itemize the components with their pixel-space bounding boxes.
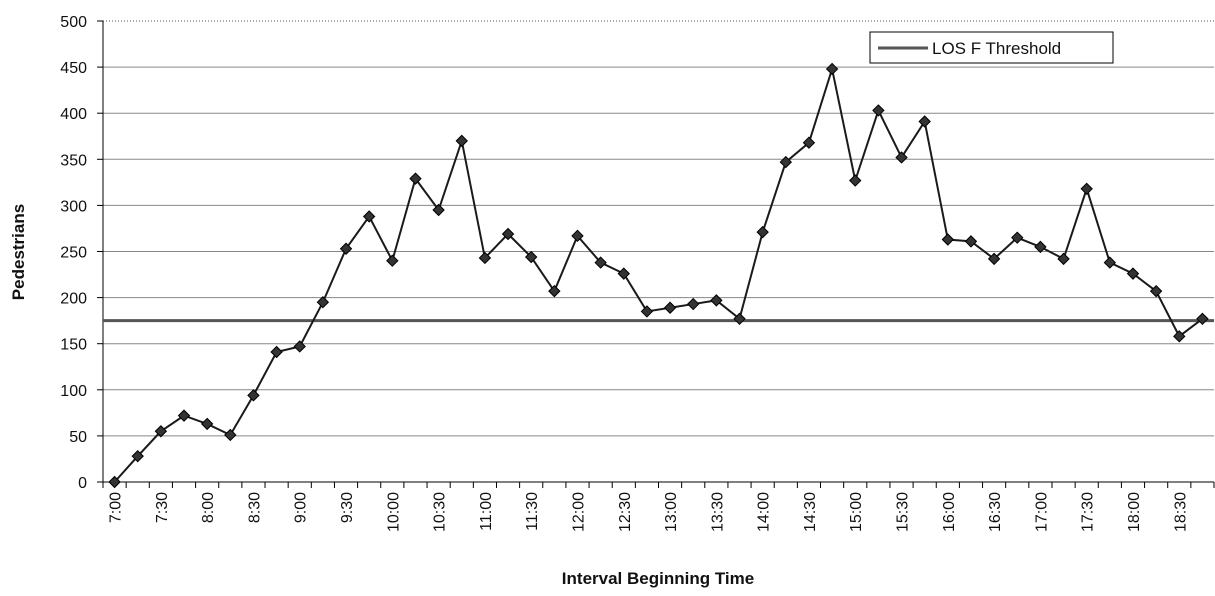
data-marker: [224, 428, 237, 442]
data-marker: [455, 134, 468, 148]
data-line: [113, 64, 1204, 483]
data-marker: [733, 312, 746, 326]
data-marker: [154, 425, 168, 438]
legend-label: LOS F Threshold: [932, 39, 1061, 58]
data-marker: [362, 210, 376, 223]
x-tick-label: 13:00: [663, 492, 680, 532]
data-marker: [524, 250, 538, 264]
data-marker: [1011, 231, 1024, 244]
data-marker: [478, 251, 492, 265]
y-tick-label: 150: [60, 337, 87, 354]
y-axis-title: Pedestrians: [9, 204, 28, 300]
data-marker: [849, 174, 862, 187]
data-marker: [1149, 284, 1163, 298]
data-marker: [432, 203, 445, 217]
data-marker: [1034, 240, 1047, 254]
x-tick-label: 12:00: [570, 492, 587, 532]
y-tick-label: 0: [78, 475, 87, 492]
data-marker: [1103, 256, 1117, 269]
x-tick-label: 17:00: [1033, 492, 1050, 532]
y-tick-label: 350: [60, 152, 87, 169]
x-tick-label: 15:00: [848, 492, 865, 532]
y-tick-label: 250: [60, 245, 87, 262]
x-tick-label: 14:30: [802, 492, 819, 532]
y-tick-label: 400: [60, 106, 87, 123]
x-tick-label: 18:30: [1172, 492, 1189, 532]
data-marker: [825, 62, 839, 76]
data-marker: [501, 227, 515, 241]
data-marker: [293, 340, 306, 353]
data-marker: [339, 242, 353, 255]
x-axis-title: Interval Beginning Time: [562, 569, 754, 588]
data-marker: [640, 305, 654, 318]
data-marker: [571, 229, 584, 243]
data-marker: [941, 233, 955, 246]
data-marker: [663, 301, 677, 314]
data-marker: [802, 136, 816, 149]
y-tick-label: 300: [60, 198, 87, 215]
data-marker: [617, 267, 630, 280]
data-marker: [918, 115, 931, 128]
data-marker: [895, 151, 908, 164]
data-marker: [200, 417, 214, 431]
x-tick-label: 7:30: [154, 492, 171, 523]
x-tick-label: 10:00: [385, 492, 402, 532]
data-marker: [687, 297, 700, 311]
y-tick-label: 450: [60, 60, 87, 77]
data-marker: [779, 155, 793, 169]
y-tick-label: 500: [60, 14, 87, 31]
x-tick-label: 15:30: [895, 492, 912, 532]
x-tick-label: 9:00: [293, 492, 310, 523]
data-marker: [316, 296, 330, 309]
y-tick-label: 200: [60, 291, 87, 308]
data-marker: [710, 294, 723, 307]
x-tick-label: 18:00: [1126, 492, 1143, 532]
x-tick-label: 12:30: [617, 492, 634, 532]
y-tick-label: 50: [69, 429, 87, 446]
data-marker: [548, 284, 561, 298]
x-tick-label: 7:00: [108, 492, 125, 523]
data-marker: [964, 235, 978, 248]
data-marker: [409, 172, 422, 185]
x-tick-label: 11:30: [524, 492, 541, 531]
data-marker: [177, 409, 191, 422]
x-tick-label: 9:30: [339, 492, 356, 523]
data-marker: [872, 104, 885, 117]
x-tick-label: 16:00: [941, 492, 958, 532]
x-tick-label: 8:30: [246, 492, 263, 523]
data-marker: [594, 256, 607, 269]
x-tick-label: 11:00: [478, 492, 495, 531]
data-marker: [756, 225, 769, 239]
y-tick-label: 100: [60, 383, 87, 400]
data-marker: [1080, 182, 1093, 196]
x-tick-label: 17:30: [1080, 492, 1097, 532]
x-tick-label: 16:30: [987, 492, 1004, 532]
x-tick-label: 10:30: [432, 492, 449, 532]
x-tick-label: 13:30: [709, 492, 726, 532]
data-marker: [987, 252, 1001, 266]
x-tick-label: 14:00: [756, 492, 773, 532]
data-marker: [270, 345, 283, 359]
data-marker: [108, 475, 121, 489]
data-marker: [1196, 312, 1209, 326]
data-marker: [1057, 252, 1070, 266]
data-marker: [1173, 330, 1186, 343]
data-marker: [247, 389, 260, 402]
data-marker: [386, 254, 399, 267]
x-tick-label: 8:00: [200, 492, 217, 523]
data-marker: [131, 449, 144, 463]
data-marker: [1126, 267, 1140, 280]
